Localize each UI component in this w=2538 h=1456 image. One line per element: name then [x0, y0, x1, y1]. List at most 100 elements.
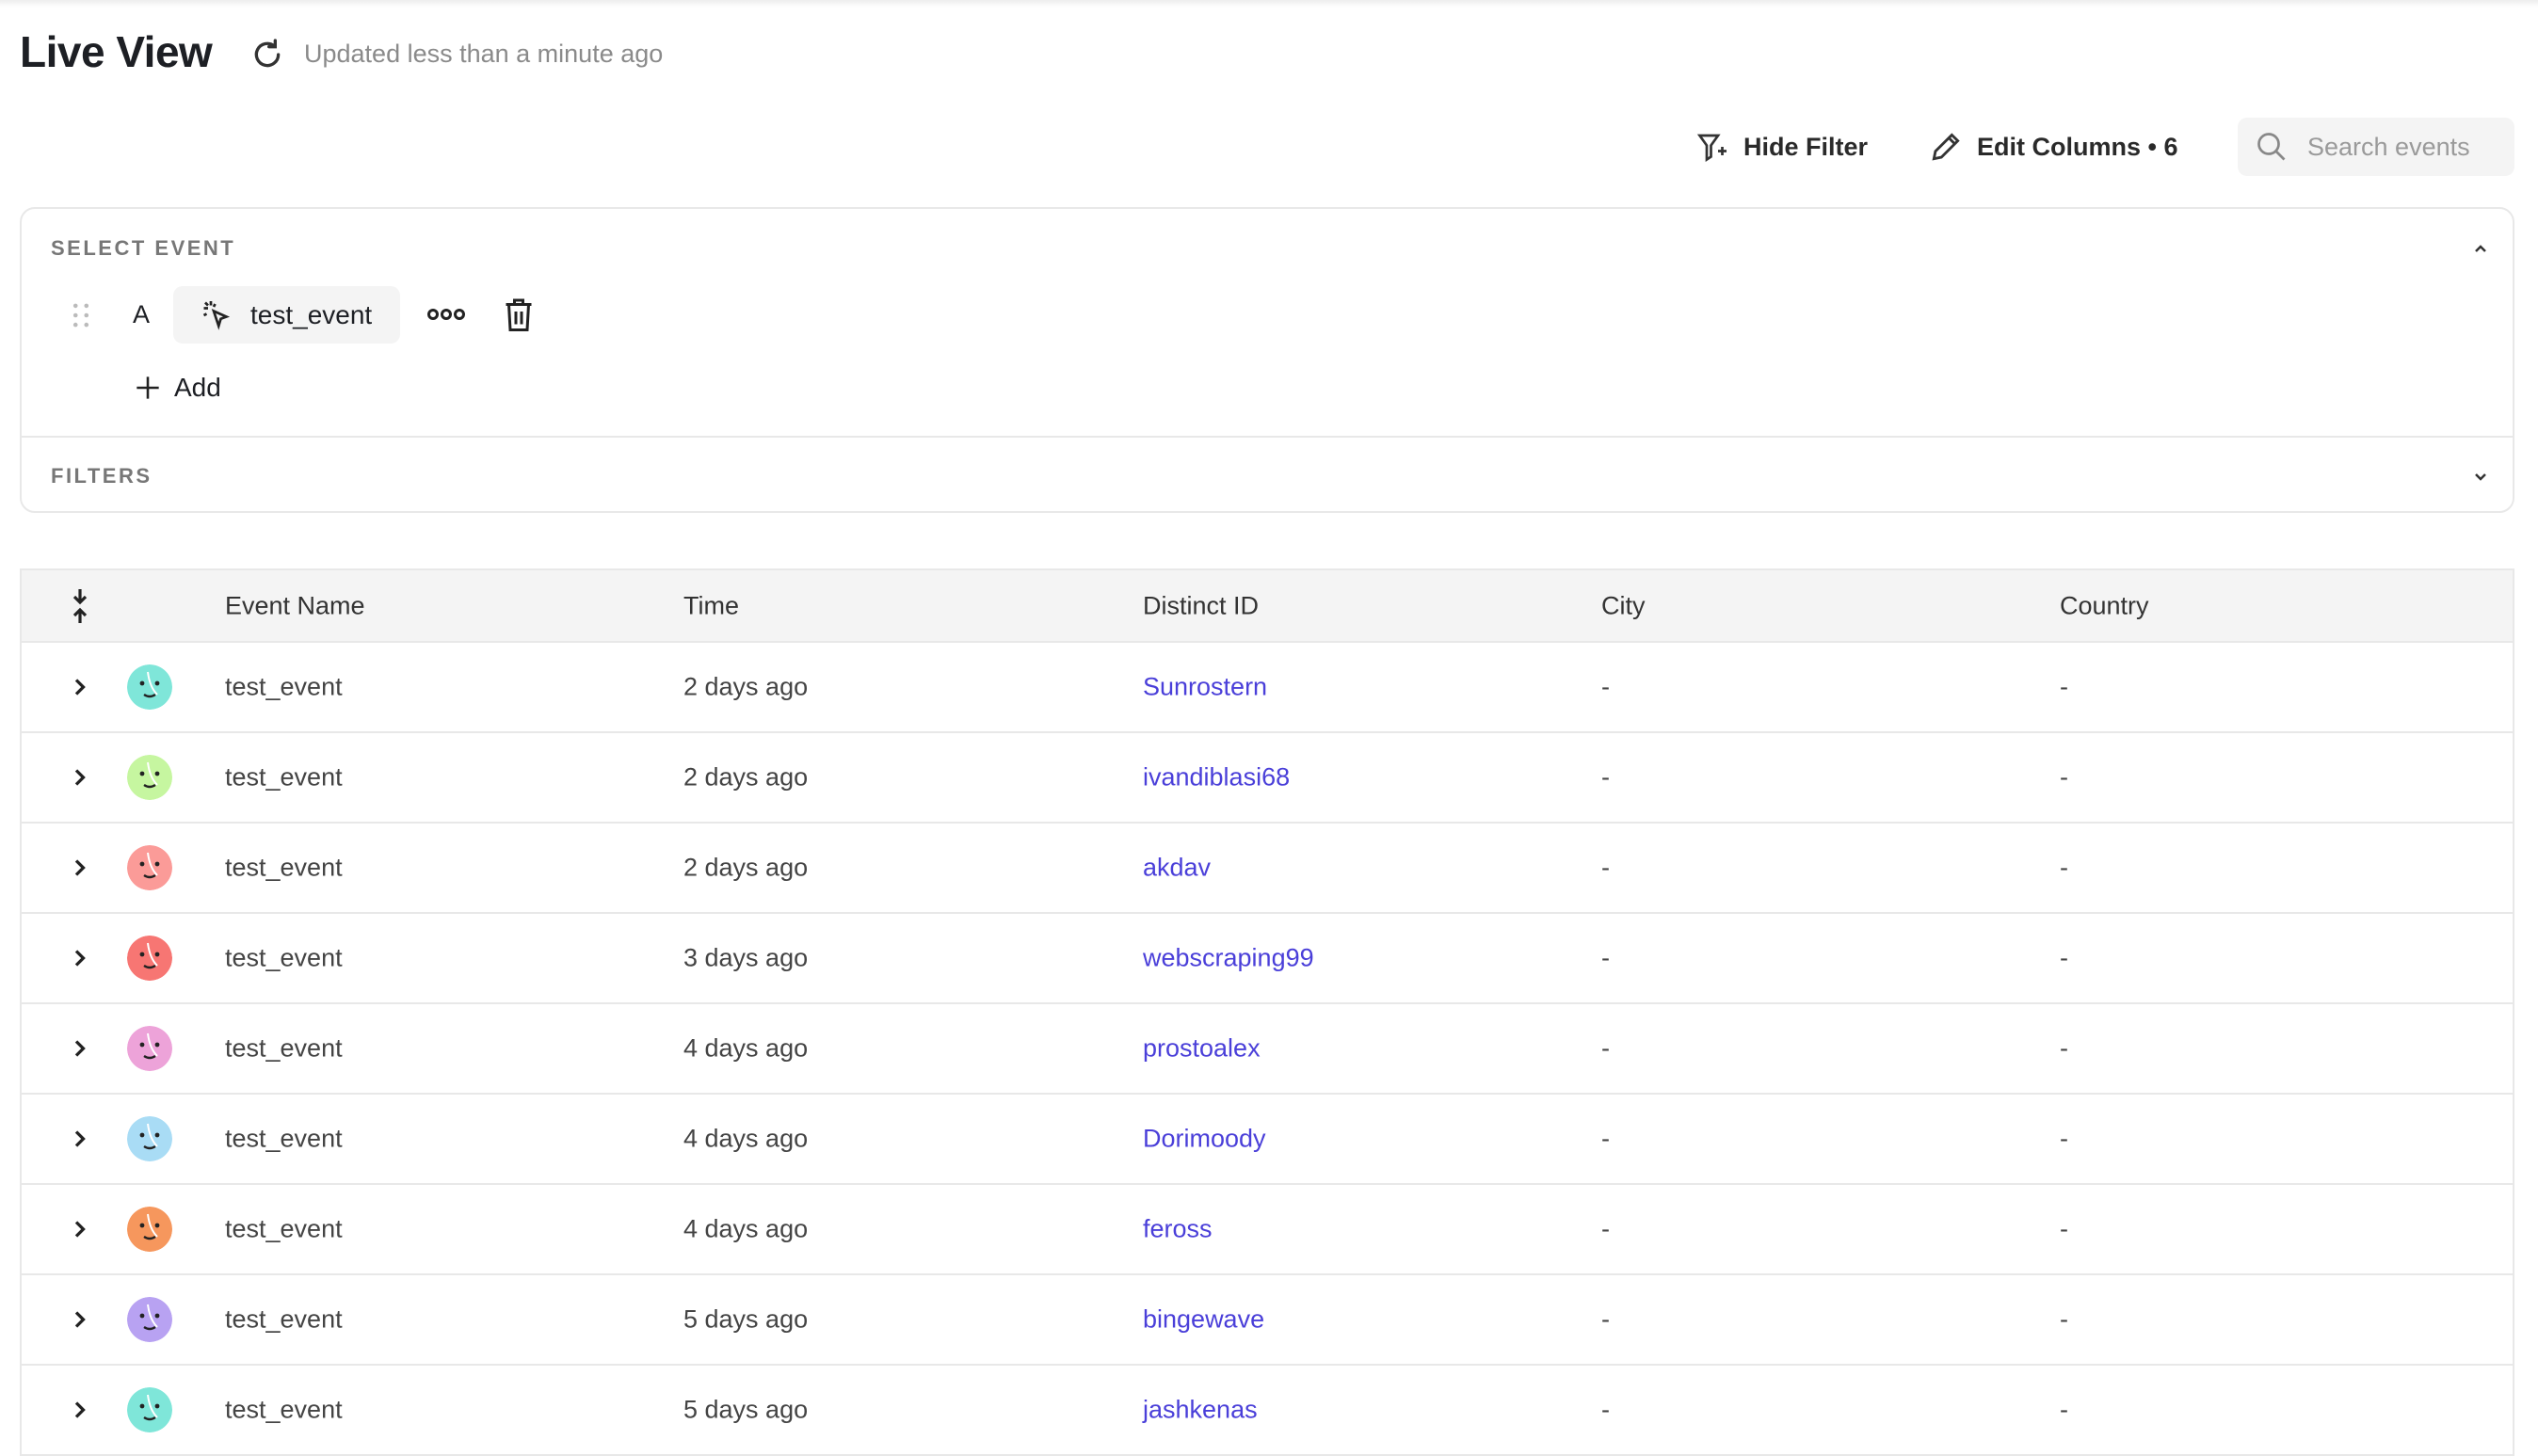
column-time[interactable]: Time: [683, 591, 739, 619]
time-cell: 4 days ago: [683, 1214, 809, 1243]
event-filter-panel: SELECT EVENT A test_event Add FILTERS: [20, 207, 2514, 513]
event-name-cell: test_event: [225, 1304, 343, 1334]
expand-row-icon[interactable]: [71, 1037, 88, 1060]
avatar: [127, 664, 172, 710]
avatar: [127, 1207, 172, 1252]
table-row[interactable]: test_event 4 days ago feross - -: [22, 1185, 2513, 1275]
event-name-cell: test_event: [225, 1214, 343, 1243]
search-icon: [2257, 133, 2286, 161]
city-cell: -: [1601, 853, 1610, 882]
table-row[interactable]: test_event 2 days ago ivandiblasi68 - -: [22, 733, 2513, 824]
table-row[interactable]: test_event 3 days ago webscraping99 - -: [22, 914, 2513, 1004]
time-cell: 2 days ago: [683, 672, 809, 701]
chevron-down-icon[interactable]: [2469, 465, 2492, 488]
event-name-cell: test_event: [225, 1395, 343, 1424]
add-event-button[interactable]: Add: [135, 373, 221, 403]
table-row[interactable]: test_event 2 days ago Sunrostern - -: [22, 643, 2513, 733]
country-cell: -: [2060, 1214, 2068, 1243]
city-cell: -: [1601, 1395, 1610, 1424]
country-cell: -: [2060, 762, 2068, 792]
avatar: [127, 845, 172, 890]
city-cell: -: [1601, 1033, 1610, 1063]
column-event-name[interactable]: Event Name: [225, 591, 365, 619]
expand-row-icon[interactable]: [71, 1218, 88, 1240]
expand-row-icon[interactable]: [71, 1399, 88, 1421]
distinct-id-link[interactable]: prostoalex: [1143, 1033, 1261, 1063]
expand-row-icon[interactable]: [71, 1128, 88, 1150]
pencil-icon: [1932, 133, 1960, 161]
country-cell: -: [2060, 1124, 2068, 1153]
expand-row-icon[interactable]: [71, 766, 88, 789]
table-row[interactable]: test_event 2 days ago akdav - -: [22, 824, 2513, 914]
distinct-id-link[interactable]: Dorimoody: [1143, 1124, 1266, 1153]
avatar: [127, 1297, 172, 1342]
table-header: Event Name Time Distinct ID City Country: [22, 568, 2513, 643]
column-city[interactable]: City: [1601, 591, 1646, 619]
distinct-id-link[interactable]: ivandiblasi68: [1143, 762, 1291, 792]
add-label: Add: [174, 373, 221, 402]
search-input[interactable]: [2307, 132, 2496, 162]
expand-row-icon[interactable]: [71, 676, 88, 698]
city-cell: -: [1601, 1214, 1610, 1243]
updated-status: Updated less than a minute ago: [304, 40, 664, 68]
table-row[interactable]: test_event 4 days ago Dorimoody - -: [22, 1095, 2513, 1185]
time-cell: 2 days ago: [683, 853, 809, 882]
drag-handle-icon[interactable]: [72, 303, 89, 328]
distinct-id-link[interactable]: bingewave: [1143, 1304, 1265, 1334]
more-options-icon[interactable]: [426, 303, 466, 326]
expand-row-icon[interactable]: [71, 1308, 88, 1331]
table-row[interactable]: test_event 5 days ago jashkenas - -: [22, 1366, 2513, 1456]
distinct-id-link[interactable]: feross: [1143, 1214, 1213, 1243]
country-cell: -: [2060, 1033, 2068, 1063]
city-cell: -: [1601, 672, 1610, 701]
time-cell: 4 days ago: [683, 1124, 809, 1153]
country-cell: -: [2060, 943, 2068, 972]
hide-filter-button[interactable]: Hide Filter: [1695, 128, 1868, 166]
trash-icon[interactable]: [502, 296, 536, 333]
event-name-cell: test_event: [225, 853, 343, 882]
edit-columns-label: Edit Columns • 6: [1977, 132, 2178, 161]
event-letter: A: [133, 300, 151, 328]
event-name-cell: test_event: [225, 762, 343, 792]
time-cell: 5 days ago: [683, 1304, 809, 1334]
event-name-cell: test_event: [225, 1033, 343, 1063]
divider: [22, 436, 2513, 438]
edit-columns-button[interactable]: Edit Columns • 6: [1928, 128, 2177, 166]
search-box[interactable]: [2238, 118, 2514, 176]
expand-row-icon[interactable]: [71, 947, 88, 969]
event-selector[interactable]: test_event: [173, 286, 400, 344]
event-name-cell: test_event: [225, 1124, 343, 1153]
hide-filter-label: Hide Filter: [1743, 132, 1869, 161]
avatar: [127, 1387, 172, 1432]
cursor-click-icon: [202, 300, 231, 330]
expand-row-icon[interactable]: [71, 856, 88, 879]
collapse-all-icon[interactable]: [69, 587, 91, 625]
avatar: [127, 1116, 172, 1161]
avatar: [127, 936, 172, 981]
filters-label[interactable]: FILTERS: [51, 464, 153, 488]
refresh-icon[interactable]: [249, 36, 286, 73]
filter-plus-icon: [1696, 134, 1727, 163]
distinct-id-link[interactable]: jashkenas: [1143, 1395, 1258, 1424]
chevron-up-icon[interactable]: [2469, 237, 2492, 260]
distinct-id-link[interactable]: Sunrostern: [1143, 672, 1268, 701]
event-name-cell: test_event: [225, 672, 343, 701]
time-cell: 5 days ago: [683, 1395, 809, 1424]
country-cell: -: [2060, 672, 2068, 701]
country-cell: -: [2060, 853, 2068, 882]
time-cell: 2 days ago: [683, 762, 809, 792]
city-cell: -: [1601, 1304, 1610, 1334]
distinct-id-link[interactable]: webscraping99: [1143, 943, 1314, 972]
table-row[interactable]: test_event 4 days ago prostoalex - -: [22, 1004, 2513, 1095]
events-table: Event Name Time Distinct ID City Country…: [20, 568, 2514, 1456]
column-distinct-id[interactable]: Distinct ID: [1143, 591, 1260, 619]
city-cell: -: [1601, 762, 1610, 792]
country-cell: -: [2060, 1395, 2068, 1424]
city-cell: -: [1601, 943, 1610, 972]
column-country[interactable]: Country: [2060, 591, 2149, 619]
distinct-id-link[interactable]: akdav: [1143, 853, 1212, 882]
top-shadow: [0, 0, 2538, 8]
city-cell: -: [1601, 1124, 1610, 1153]
table-row[interactable]: test_event 5 days ago bingewave - -: [22, 1275, 2513, 1366]
event-name-cell: test_event: [225, 943, 343, 972]
